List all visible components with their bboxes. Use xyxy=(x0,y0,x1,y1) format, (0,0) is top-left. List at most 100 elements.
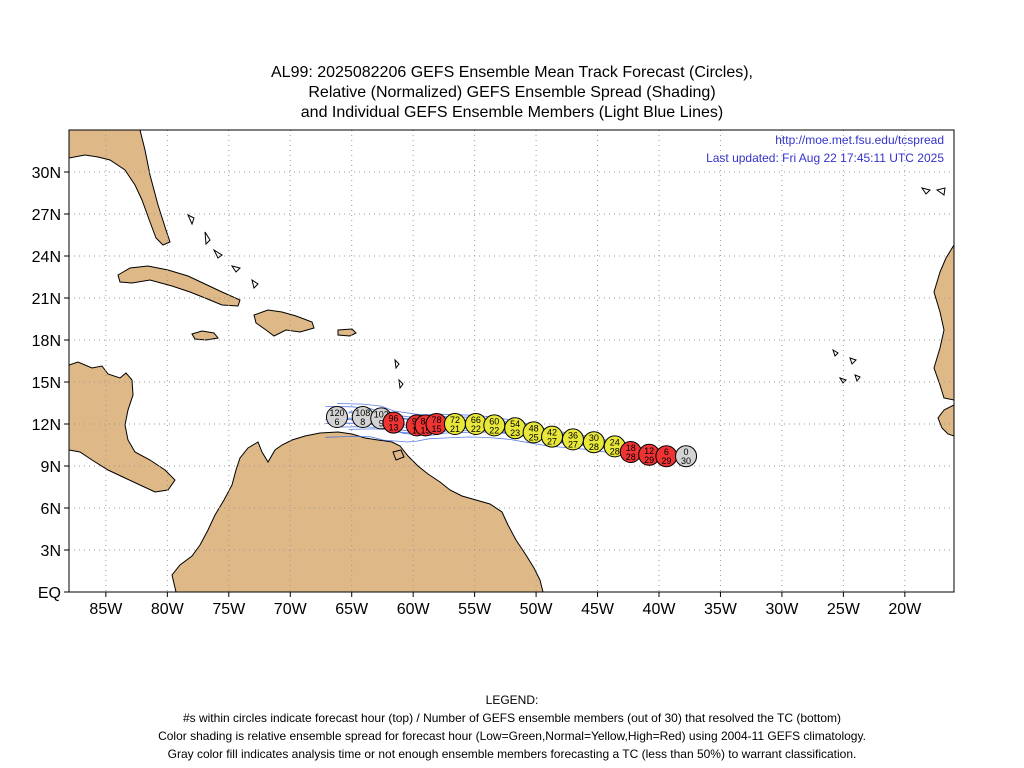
x-tick-label: 40W xyxy=(643,601,677,618)
legend-line-2: Color shading is relative ensemble sprea… xyxy=(158,729,866,743)
y-tick-label: 24N xyxy=(32,249,61,266)
title-line-1: AL99: 2025082206 GEFS Ensemble Mean Trac… xyxy=(271,64,753,81)
chart-title: AL99: 2025082206 GEFS Ensemble Mean Trac… xyxy=(0,63,1024,123)
legend-heading: LEGEND: xyxy=(485,693,539,707)
forecast-hour-label: 0 xyxy=(684,447,689,457)
member-count-label: 6 xyxy=(334,417,339,427)
x-tick-label: 80W xyxy=(151,601,185,618)
x-tick-label: 20W xyxy=(888,601,922,618)
plot-frame xyxy=(68,129,955,593)
member-count-label: 15 xyxy=(432,424,442,434)
track-point: 629 xyxy=(655,445,678,468)
land-trinidad xyxy=(392,449,405,461)
forecast-hour-label: 48 xyxy=(529,423,539,433)
member-count-label: 13 xyxy=(388,423,398,433)
source-url: http://moe.met.fsu.edu/tcspread xyxy=(775,133,944,147)
member-count-label: 29 xyxy=(644,455,654,465)
axes: 85W 80W 75W 70W 65W 60W 55W 50W 45W 40W 35W 30W 25W 2… xyxy=(32,165,923,618)
forecast-hour-label: 42 xyxy=(547,428,557,438)
land-hispaniola xyxy=(253,309,315,337)
x-tick-label: 70W xyxy=(274,601,308,618)
forecast-hour-label: 54 xyxy=(510,419,520,429)
x-tick-label: 60W xyxy=(397,601,431,618)
x-tick-label: 55W xyxy=(458,601,492,618)
legend-line-1: #s within circles indicate forecast hour… xyxy=(182,711,842,725)
grid-lines xyxy=(69,130,954,592)
member-count-label: 8 xyxy=(360,417,365,427)
forecast-hour-label: 24 xyxy=(610,437,620,447)
forecast-hour-label: 18 xyxy=(626,443,636,453)
forecast-hour-label: 72 xyxy=(450,415,460,425)
track-circle xyxy=(582,431,605,454)
legend: LEGEND: #s within circles indicate forec… xyxy=(0,691,1024,763)
member-count-label: 23 xyxy=(510,428,520,438)
forecast-hour-label: 60 xyxy=(489,416,499,426)
forecast-hour-label: 6 xyxy=(664,447,669,457)
member-count-label: 25 xyxy=(529,432,539,442)
x-tick-label: 35W xyxy=(704,601,738,618)
land-south-america xyxy=(171,431,544,592)
member-count-label: 28 xyxy=(626,452,636,462)
title-line-2: Relative (Normalized) GEFS Ensemble Spre… xyxy=(308,84,716,101)
member-count-label: 9 xyxy=(379,418,384,428)
y-tick-label: 9N xyxy=(41,459,61,476)
land-africa xyxy=(933,244,954,401)
y-tick-label: 12N xyxy=(32,417,61,434)
forecast-hour-label: 108 xyxy=(355,408,370,418)
forecast-hour-label: 84 xyxy=(420,416,430,426)
y-tick-label: 3N xyxy=(41,543,61,560)
land-africa-south xyxy=(937,404,954,437)
forecast-hour-label: 36 xyxy=(568,430,578,440)
forecast-hour-label: 102 xyxy=(374,409,389,419)
track-circle xyxy=(675,445,698,468)
last-updated: Last updated: Fri Aug 22 17:45:11 UTC 20… xyxy=(706,151,944,165)
y-tick-label: EQ xyxy=(38,585,61,602)
x-tick-label: 30W xyxy=(765,601,799,618)
title-line-3: and Individual GEFS Ensemble Members (Li… xyxy=(300,104,724,121)
x-tick-label: 85W xyxy=(89,601,123,618)
track-point: 030 xyxy=(675,445,698,468)
x-tick-label: 25W xyxy=(827,601,861,618)
x-tick-label: 75W xyxy=(212,601,246,618)
y-tick-label: 27N xyxy=(32,207,61,224)
land-jamaica xyxy=(191,330,219,341)
member-count-label: 30 xyxy=(681,456,691,466)
x-tick-label: 65W xyxy=(335,601,369,618)
member-count-label: 27 xyxy=(568,439,578,449)
member-count-label: 15 xyxy=(420,425,430,435)
y-tick-label: 21N xyxy=(32,291,61,308)
mean-track-circles: 1206108810299613901484157815722166226022… xyxy=(325,406,698,468)
forecast-hour-label: 12 xyxy=(644,446,654,456)
y-tick-label: 18N xyxy=(32,333,61,350)
track-circle xyxy=(325,406,348,428)
member-count-label: 22 xyxy=(489,425,499,435)
y-tick-label: 15N xyxy=(32,375,61,392)
map-ocean xyxy=(69,130,954,592)
forecast-hour-label: 78 xyxy=(432,415,442,425)
track-circle xyxy=(382,411,405,434)
forecast-hour-label: 66 xyxy=(471,415,481,425)
forecast-hour-label: 96 xyxy=(388,414,398,424)
x-tick-label: 50W xyxy=(520,601,554,618)
y-tick-label: 30N xyxy=(32,165,61,182)
member-count-label: 29 xyxy=(661,456,671,466)
y-tick-label: 6N xyxy=(41,501,61,518)
member-count-label: 28 xyxy=(610,446,620,456)
forecast-hour-label: 30 xyxy=(589,433,599,443)
member-count-label: 28 xyxy=(589,442,599,452)
x-tick-label: 45W xyxy=(581,601,615,618)
land-layer xyxy=(69,130,954,592)
